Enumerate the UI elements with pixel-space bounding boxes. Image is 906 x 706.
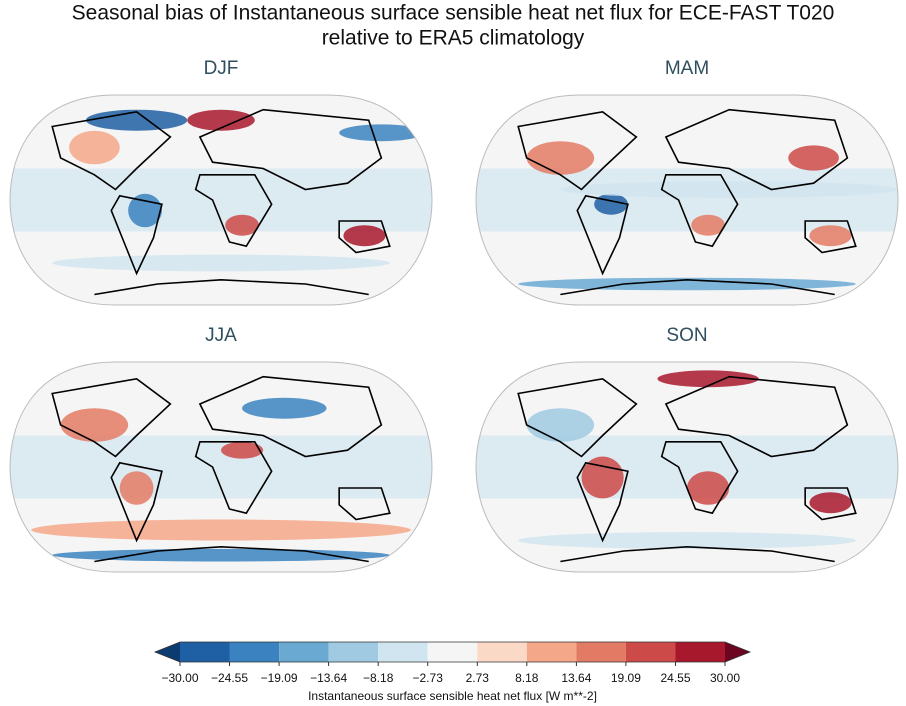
colorbar-tick-label: −30.00 bbox=[161, 671, 198, 685]
coastline bbox=[51, 377, 172, 458]
coastline bbox=[560, 545, 835, 563]
panel-title: DJF bbox=[204, 58, 239, 79]
colorbar-bin bbox=[675, 642, 725, 662]
colorbar-tick-label: −24.55 bbox=[211, 671, 248, 685]
colorbar-extend-high bbox=[725, 642, 750, 662]
coastline bbox=[338, 487, 391, 521]
coastline bbox=[194, 174, 273, 248]
colorbar-bin bbox=[477, 642, 527, 662]
coastline bbox=[804, 220, 857, 254]
colorbar-label: Instantaneous surface sensible heat net … bbox=[308, 689, 597, 703]
colorbar-bin bbox=[180, 642, 230, 662]
map-border bbox=[475, 361, 899, 573]
bias-patch bbox=[52, 548, 390, 562]
bias-patch bbox=[69, 130, 120, 165]
coastline bbox=[804, 487, 857, 521]
bias-patch bbox=[119, 471, 154, 505]
bias-patch bbox=[788, 145, 839, 171]
bias-patch bbox=[594, 193, 628, 215]
bias-patch bbox=[809, 492, 852, 514]
colorbar-tick-label: 19.09 bbox=[611, 671, 641, 685]
bias-patch bbox=[518, 532, 856, 549]
map-border bbox=[9, 361, 433, 573]
bias-patch bbox=[339, 124, 424, 142]
colorbar-bin bbox=[378, 642, 428, 662]
colorbar-tick-label: −2.73 bbox=[413, 671, 444, 685]
map bbox=[476, 95, 898, 305]
map-border bbox=[9, 94, 433, 306]
coastline bbox=[560, 278, 835, 296]
map bbox=[9, 95, 432, 305]
bias-patch bbox=[31, 519, 411, 541]
bias-patch bbox=[225, 214, 259, 236]
coastline bbox=[664, 108, 849, 191]
colorbar-tick-label: 30.00 bbox=[710, 671, 740, 685]
coastline bbox=[517, 110, 638, 191]
colorbar-tick-label: 13.64 bbox=[561, 671, 591, 685]
coastline bbox=[198, 375, 383, 458]
bias-patch bbox=[187, 109, 255, 131]
colorbar-bin bbox=[625, 642, 676, 662]
coastline bbox=[664, 375, 849, 458]
coastline bbox=[660, 174, 739, 248]
bias-patch bbox=[691, 214, 725, 236]
map bbox=[476, 362, 898, 572]
coastline bbox=[51, 110, 172, 191]
bias-patch bbox=[60, 408, 129, 442]
coastline bbox=[94, 278, 369, 296]
colorbar-bin bbox=[576, 642, 626, 662]
panel-title: JJA bbox=[205, 325, 237, 346]
colorbar-extend-low bbox=[155, 642, 180, 662]
map bbox=[9, 362, 432, 572]
bias-patch bbox=[221, 441, 264, 459]
colorbar-tick-label: 24.55 bbox=[660, 671, 690, 685]
colorbar-bin bbox=[229, 642, 280, 662]
coastline bbox=[576, 461, 629, 543]
colorbar-bin bbox=[279, 642, 329, 662]
coastline bbox=[194, 441, 273, 515]
title-line: Seasonal bias of Instantaneous surface s… bbox=[72, 2, 835, 25]
coastline bbox=[338, 220, 391, 254]
map-border bbox=[475, 94, 899, 306]
colorbar-tick-label: −19.09 bbox=[261, 671, 298, 685]
colorbar-bin bbox=[427, 642, 478, 662]
colorbar-tick-label: 8.18 bbox=[515, 671, 539, 685]
colorbar-tick-label: −8.18 bbox=[363, 671, 394, 685]
bias-patch bbox=[526, 141, 595, 175]
coastline bbox=[198, 108, 383, 191]
colorbar-tick-label: −13.64 bbox=[310, 671, 347, 685]
bias-patch bbox=[85, 109, 188, 131]
coastline bbox=[110, 194, 163, 276]
coastline bbox=[576, 194, 629, 276]
bias-patch bbox=[526, 408, 595, 442]
bias-patch bbox=[343, 225, 386, 247]
bias-patch bbox=[52, 254, 390, 272]
coastline bbox=[660, 441, 739, 515]
title-line: relative to ERA5 climatology bbox=[322, 27, 585, 50]
bias-patch bbox=[581, 456, 624, 499]
panel-title: SON bbox=[666, 325, 707, 346]
colorbar-bin bbox=[328, 642, 379, 662]
colorbar-bin bbox=[526, 642, 577, 662]
panel-title: MAM bbox=[665, 58, 709, 79]
coastline bbox=[517, 377, 638, 458]
bias-patch bbox=[687, 471, 730, 505]
colorbar-tick-label: 2.73 bbox=[466, 671, 490, 685]
coastline bbox=[110, 461, 163, 543]
bias-patch bbox=[809, 225, 852, 247]
bias-patch bbox=[242, 397, 327, 419]
bias-patch bbox=[657, 370, 759, 388]
coastline bbox=[94, 545, 369, 563]
